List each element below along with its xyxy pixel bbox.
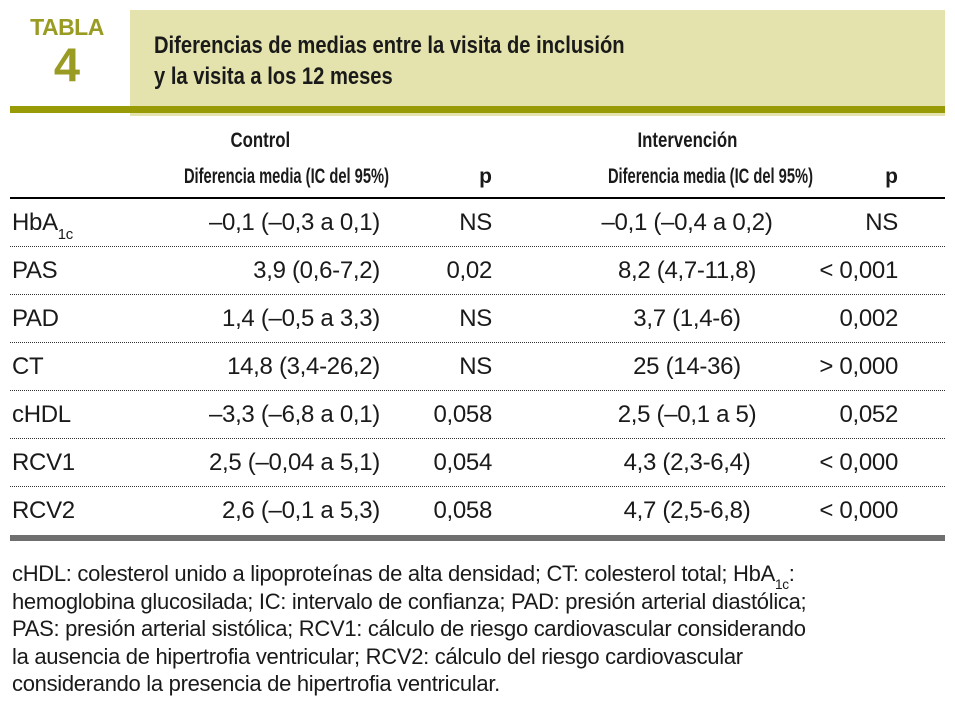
cell-intervention-p: > 0,000 — [819, 352, 898, 380]
cell-control-diff: –3,3 (–6,8 a 0,1) — [208, 400, 380, 428]
accent-band — [10, 106, 945, 113]
cell-intervention-p: 0,052 — [839, 400, 898, 428]
title-line-1: Diferencias de medias entre la visita de… — [154, 32, 625, 59]
table-header: Control Intervención Diferencia media (I… — [10, 116, 945, 199]
group-header-control: Control — [230, 129, 290, 152]
cell-control-p: NS — [459, 208, 492, 236]
column-header-control-diff: Diferencia media (IC del 95%) — [183, 165, 389, 188]
cell-control-p: 0,058 — [433, 400, 492, 428]
cell-intervention-diff: 4,7 (2,5-6,8) — [623, 497, 751, 524]
cell-control-p: 0,02 — [446, 256, 492, 284]
table-badge: TABLA 4 — [24, 14, 110, 91]
row-label: PAS — [12, 256, 58, 284]
cell-intervention-diff: 2,5 (–0,1 a 5) — [617, 400, 757, 428]
cell-intervention-diff: –0,1 (–0,4 a 0,2) — [601, 208, 773, 236]
cell-intervention-p: < 0,001 — [819, 256, 898, 284]
cell-intervention-diff: 8,2 (4,7-11,8) — [617, 256, 757, 284]
cell-control-p: NS — [459, 352, 492, 380]
table-row: CT 14,8 (3,4-26,2) NS 25 (14-36) > 0,000 — [10, 343, 945, 391]
table-bottom-rule — [10, 535, 945, 541]
footnote-line: hemoglobina glucosilada; IC: intervalo d… — [12, 588, 807, 614]
data-table: Control Intervención Diferencia media (I… — [10, 116, 945, 541]
row-label: PAD — [12, 304, 59, 332]
row-label: RCV1 — [12, 448, 75, 476]
footnote-line: PAS: presión arterial sistólica; RCV1: c… — [12, 616, 806, 641]
cell-control-p: NS — [459, 304, 492, 332]
table-row: HbA1c –0,1 (–0,3 a 0,1) NS –0,1 (–0,4 a … — [10, 199, 945, 247]
cell-control-diff: 1,4 (–0,5 a 3,3) — [222, 304, 380, 332]
cell-control-diff: 2,6 (–0,1 a 5,3) — [222, 497, 380, 524]
column-header-intervention-diff: Diferencia media (IC del 95%) — [607, 165, 813, 188]
table-row: PAD 1,4 (–0,5 a 3,3) NS 3,7 (1,4-6) 0,00… — [10, 295, 945, 343]
table-footnote: cHDL: colesterol unido a lipoproteínas d… — [12, 560, 952, 698]
badge-number: 4 — [53, 38, 81, 91]
cell-control-p: 0,058 — [433, 497, 492, 524]
row-label: CT — [12, 352, 44, 380]
table-row: PAS 3,9 (0,6-7,2) 0,02 8,2 (4,7-11,8) < … — [10, 247, 945, 295]
footnote-line: la ausencia de hipertrofia ventricular; … — [12, 643, 743, 669]
cell-intervention-p: 0,002 — [839, 304, 898, 332]
row-label: cHDL — [12, 400, 71, 428]
table-row: RCV1 2,5 (–0,04 a 5,1) 0,054 4,3 (2,3-6,… — [10, 439, 945, 487]
cell-control-diff: 14,8 (3,4-26,2) — [227, 352, 380, 380]
cell-intervention-p: NS — [865, 208, 898, 236]
cell-intervention-p: < 0,000 — [819, 497, 898, 524]
badge-label: TABLA — [30, 14, 104, 40]
row-label: RCV2 — [12, 497, 75, 524]
footnote-line: considerando la presencia de hipertrofia… — [12, 671, 500, 696]
table-title: Diferencias de medias entre la visita de… — [154, 30, 714, 92]
cell-intervention-p: < 0,000 — [819, 448, 898, 476]
table-title-box: Diferencias de medias entre la visita de… — [130, 10, 945, 106]
row-label: HbA1c — [12, 208, 73, 243]
accent-strip — [130, 113, 945, 116]
title-line-2: y la visita a los 12 meses — [154, 63, 393, 90]
cell-intervention-diff: 4,3 (2,3-6,4) — [623, 448, 751, 476]
cell-control-diff: –0,1 (–0,3 a 0,1) — [208, 208, 380, 236]
cell-control-diff: 2,5 (–0,04 a 5,1) — [208, 448, 380, 476]
cell-control-p: 0,054 — [433, 448, 492, 476]
table-body: HbA1c –0,1 (–0,3 a 0,1) NS –0,1 (–0,4 a … — [10, 199, 945, 535]
cell-control-diff: 3,9 (0,6-7,2) — [253, 256, 380, 284]
cell-intervention-diff: 25 (14-36) — [633, 352, 741, 380]
table-row: RCV2 2,6 (–0,1 a 5,3) 0,058 4,7 (2,5-6,8… — [10, 487, 945, 535]
cell-intervention-diff: 3,7 (1,4-6) — [633, 304, 741, 332]
column-header-intervention-p: p — [885, 165, 898, 188]
footnote-line: cHDL: colesterol unido a lipoproteínas d… — [12, 561, 795, 593]
table-row: cHDL –3,3 (–6,8 a 0,1) 0,058 2,5 (–0,1 a… — [10, 391, 945, 439]
group-header-intervention: Intervención — [637, 129, 737, 152]
column-header-control-p: p — [479, 165, 492, 188]
